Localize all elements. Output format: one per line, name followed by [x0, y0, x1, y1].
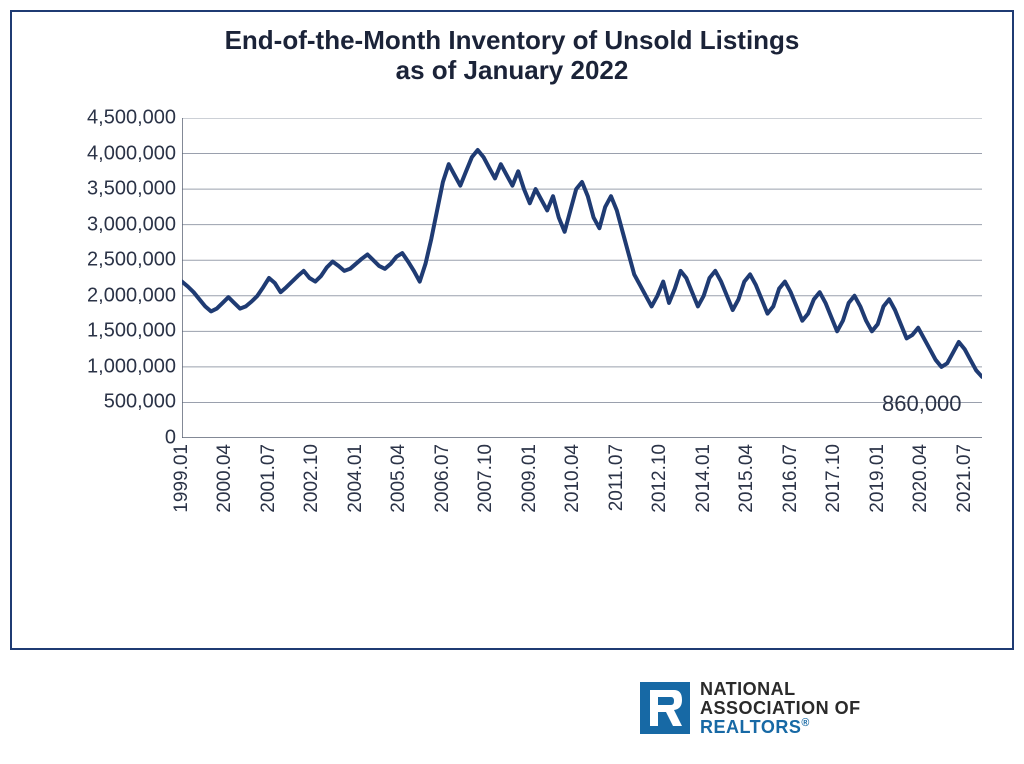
x-tick-label: 2021.07	[954, 444, 976, 513]
plot-area: 0500,0001,000,0001,500,0002,000,0002,500…	[182, 118, 982, 438]
x-tick-label: 2014.01	[693, 444, 715, 513]
x-tick-label: 2011.07	[606, 444, 628, 511]
y-tick-label: 3,500,000	[46, 178, 176, 201]
x-tick-label: 2002.10	[301, 444, 323, 513]
x-tick-label: 2007.10	[475, 444, 497, 513]
x-tick-label: 2017.10	[823, 444, 845, 513]
chart-title-line1: End-of-the-Month Inventory of Unsold Lis…	[225, 25, 800, 55]
x-tick-label: 2015.04	[736, 444, 758, 513]
realtor-r-icon	[640, 682, 690, 734]
inventory-series-line	[182, 150, 982, 377]
y-tick-label: 500,000	[46, 391, 176, 414]
x-tick-label: 2019.01	[867, 444, 889, 513]
x-tick-label: 2001.07	[258, 444, 280, 513]
x-tick-label: 2020.04	[910, 444, 932, 513]
x-tick-label: 2010.04	[562, 444, 584, 513]
x-tick-label: 2004.01	[345, 444, 367, 513]
nar-logo-block: NATIONAL ASSOCIATION OF REALTORS®	[640, 680, 861, 737]
y-tick-label: 0	[46, 427, 176, 450]
x-tick-label: 2005.04	[388, 444, 410, 513]
y-tick-label: 2,000,000	[46, 284, 176, 307]
x-tick-label: 2009.01	[519, 444, 541, 513]
logo-line-3-word: REALTORS	[700, 717, 801, 737]
y-tick-label: 4,000,000	[46, 142, 176, 165]
x-tick-label: 1999.01	[171, 444, 193, 513]
x-tick-label: 2016.07	[780, 444, 802, 513]
page-root: End-of-the-Month Inventory of Unsold Lis…	[0, 0, 1024, 764]
logo-line-2: ASSOCIATION OF	[700, 699, 861, 718]
latest-value-annotation: 860,000	[882, 391, 962, 417]
y-tick-label: 3,000,000	[46, 213, 176, 236]
y-tick-label: 4,500,000	[46, 107, 176, 130]
logo-line-1: NATIONAL	[700, 680, 861, 699]
line-chart-svg	[182, 118, 982, 438]
chart-title: End-of-the-Month Inventory of Unsold Lis…	[12, 26, 1012, 86]
annotation-text: 860,000	[882, 391, 962, 416]
x-tick-label: 2000.04	[214, 444, 236, 513]
y-axis-ticks: 0500,0001,000,0001,500,0002,000,0002,500…	[42, 118, 182, 438]
logo-line-3: REALTORS®	[700, 718, 861, 737]
chart-frame: End-of-the-Month Inventory of Unsold Lis…	[10, 10, 1014, 650]
y-tick-label: 1,500,000	[46, 320, 176, 343]
logo-reg-mark: ®	[801, 717, 809, 729]
x-tick-label: 2006.07	[432, 444, 454, 513]
x-tick-label: 2012.10	[649, 444, 671, 513]
chart-title-line2: as of January 2022	[396, 55, 629, 85]
y-tick-label: 2,500,000	[46, 249, 176, 272]
nar-logo-text: NATIONAL ASSOCIATION OF REALTORS®	[700, 680, 861, 737]
y-tick-label: 1,000,000	[46, 355, 176, 378]
